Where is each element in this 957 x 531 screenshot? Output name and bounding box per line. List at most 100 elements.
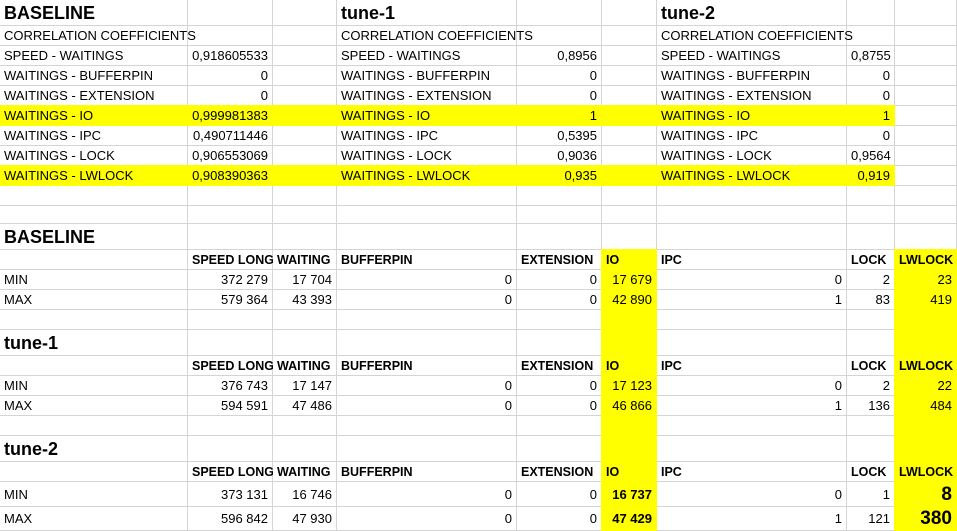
corr-row-label[interactable]: WAITINGS - LOCK (661, 148, 772, 163)
stat-col-header[interactable]: WAITING (277, 465, 331, 479)
stat-table-title[interactable]: BASELINE (4, 227, 96, 247)
corr-row-label[interactable]: WAITINGS - LOCK (4, 148, 115, 163)
stat-value-cell[interactable]: 23 (937, 272, 952, 287)
stat-value-cell[interactable]: 43 393 (292, 292, 332, 307)
stat-value-cell[interactable]: 380 (920, 508, 952, 529)
corr-row-value[interactable]: 0,906553069 (192, 148, 268, 163)
stat-value-cell[interactable]: 1 (834, 511, 842, 526)
corr-row-label[interactable]: WAITINGS - IO (4, 108, 94, 123)
stat-value-cell[interactable]: 1 (834, 398, 842, 413)
stat-value-cell[interactable]: 47 429 (612, 511, 652, 526)
stat-col-header[interactable]: SPEED LONG (192, 465, 273, 479)
corr-row-label[interactable]: WAITINGS - IO (661, 108, 751, 123)
stat-row-label[interactable]: MAX (4, 398, 33, 413)
stat-value-cell[interactable]: 16 746 (292, 487, 332, 502)
stat-value-cell[interactable]: 0 (504, 272, 512, 287)
stat-value-cell[interactable]: 42 890 (612, 292, 652, 307)
stat-col-header[interactable]: EXTENSION (521, 359, 594, 373)
stat-value-cell[interactable]: 419 (930, 292, 952, 307)
stat-row-label[interactable]: MIN (4, 272, 28, 287)
corr-row-label[interactable]: WAITINGS - LWLOCK (661, 168, 791, 183)
stat-row-label[interactable]: MIN (4, 487, 28, 502)
corr-row-label[interactable]: WAITINGS - EXTENSION (661, 88, 812, 103)
stat-value-cell[interactable]: 0 (589, 398, 597, 413)
stat-col-header[interactable]: IPC (661, 465, 682, 479)
corr-block-title[interactable]: tune-1 (341, 3, 395, 23)
corr-row-value[interactable]: 0 (260, 68, 268, 83)
corr-subtitle[interactable]: CORRELATION COEFFICIENTS (4, 28, 196, 43)
corr-row-value[interactable]: 0,935 (564, 168, 597, 183)
stat-value-cell[interactable]: 0 (589, 487, 597, 502)
stat-col-header[interactable]: IO (606, 465, 620, 479)
stat-value-cell[interactable]: 22 (937, 378, 952, 393)
stat-value-cell[interactable]: 0 (834, 272, 842, 287)
corr-row-label[interactable]: WAITINGS - IPC (341, 128, 439, 143)
stat-value-cell[interactable]: 0 (504, 487, 512, 502)
stat-col-header[interactable]: WAITING (277, 359, 331, 373)
corr-subtitle[interactable]: CORRELATION COEFFICIENTS (341, 28, 533, 43)
stat-table-title[interactable]: tune-2 (4, 439, 58, 459)
stat-value-cell[interactable]: 8 (941, 484, 952, 505)
stat-col-header[interactable]: LOCK (851, 465, 887, 479)
stat-col-header[interactable]: EXTENSION (521, 253, 594, 267)
stat-row-label[interactable]: MAX (4, 511, 33, 526)
stat-row-label[interactable]: MAX (4, 292, 33, 307)
stat-col-header[interactable]: WAITING (277, 253, 331, 267)
corr-row-label[interactable]: WAITINGS - IPC (4, 128, 102, 143)
corr-row-value[interactable]: 0,490711446 (193, 128, 268, 143)
corr-row-label[interactable]: SPEED - WAITINGS (4, 48, 124, 63)
corr-row-value[interactable]: 0 (882, 128, 890, 143)
stat-value-cell[interactable]: 16 737 (612, 487, 652, 502)
corr-row-label[interactable]: WAITINGS - BUFFERPIN (661, 68, 811, 83)
corr-row-label[interactable]: SPEED - WAITINGS (661, 48, 781, 63)
stat-value-cell[interactable]: 0 (504, 292, 512, 307)
stat-col-header[interactable]: IPC (661, 253, 682, 267)
stat-row-label[interactable]: MIN (4, 378, 28, 393)
stat-value-cell[interactable]: 17 123 (612, 378, 652, 393)
corr-row-value[interactable]: 0 (589, 88, 597, 103)
corr-row-value[interactable]: 0,908390363 (192, 168, 268, 183)
stat-col-header[interactable]: LWLOCK (899, 465, 954, 479)
stat-col-header[interactable]: BUFFERPIN (341, 359, 413, 373)
corr-row-value[interactable]: 0,918605533 (192, 48, 268, 63)
corr-row-label[interactable]: WAITINGS - LOCK (341, 148, 452, 163)
stat-value-cell[interactable]: 83 (875, 292, 890, 307)
corr-subtitle[interactable]: CORRELATION COEFFICIENTS (661, 28, 853, 43)
corr-row-value[interactable]: 0 (260, 88, 268, 103)
corr-row-value[interactable]: 0,999981383 (192, 108, 268, 123)
stat-value-cell[interactable]: 0 (589, 511, 597, 526)
stat-value-cell[interactable]: 376 743 (221, 378, 268, 393)
stat-col-header[interactable]: BUFFERPIN (341, 465, 413, 479)
stat-value-cell[interactable]: 47 486 (292, 398, 332, 413)
stat-value-cell[interactable]: 46 866 (612, 398, 652, 413)
corr-row-value[interactable]: 0,9564 (851, 148, 891, 163)
stat-value-cell[interactable]: 0 (504, 398, 512, 413)
corr-block-title[interactable]: BASELINE (4, 3, 96, 23)
corr-row-value[interactable]: 0,5395 (557, 128, 597, 143)
corr-row-label[interactable]: WAITINGS - EXTENSION (341, 88, 492, 103)
stat-col-header[interactable]: IO (606, 253, 620, 267)
corr-row-value[interactable]: 0,919 (857, 168, 890, 183)
corr-row-value[interactable]: 0,8956 (557, 48, 597, 63)
stat-value-cell[interactable]: 0 (589, 272, 597, 287)
stat-value-cell[interactable]: 0 (589, 292, 597, 307)
stat-value-cell[interactable]: 0 (834, 378, 842, 393)
stat-value-cell[interactable]: 373 131 (221, 487, 268, 502)
stat-value-cell[interactable]: 0 (589, 378, 597, 393)
corr-row-label[interactable]: WAITINGS - EXTENSION (4, 88, 155, 103)
stat-col-header[interactable]: IPC (661, 359, 682, 373)
corr-row-value[interactable]: 0 (882, 68, 890, 83)
stat-col-header[interactable]: LWLOCK (899, 253, 954, 267)
stat-value-cell[interactable]: 579 364 (221, 292, 268, 307)
stat-value-cell[interactable]: 0 (504, 511, 512, 526)
stat-value-cell[interactable]: 2 (882, 272, 890, 287)
stat-value-cell[interactable]: 484 (930, 398, 952, 413)
stat-value-cell[interactable]: 372 279 (221, 272, 268, 287)
stat-value-cell[interactable]: 596 842 (221, 511, 268, 526)
stat-value-cell[interactable]: 1 (834, 292, 842, 307)
corr-row-label[interactable]: SPEED - WAITINGS (341, 48, 461, 63)
corr-row-label[interactable]: WAITINGS - BUFFERPIN (4, 68, 154, 83)
stat-value-cell[interactable]: 0 (834, 487, 842, 502)
stat-col-header[interactable]: SPEED LONG (192, 359, 273, 373)
stat-value-cell[interactable]: 0 (504, 378, 512, 393)
